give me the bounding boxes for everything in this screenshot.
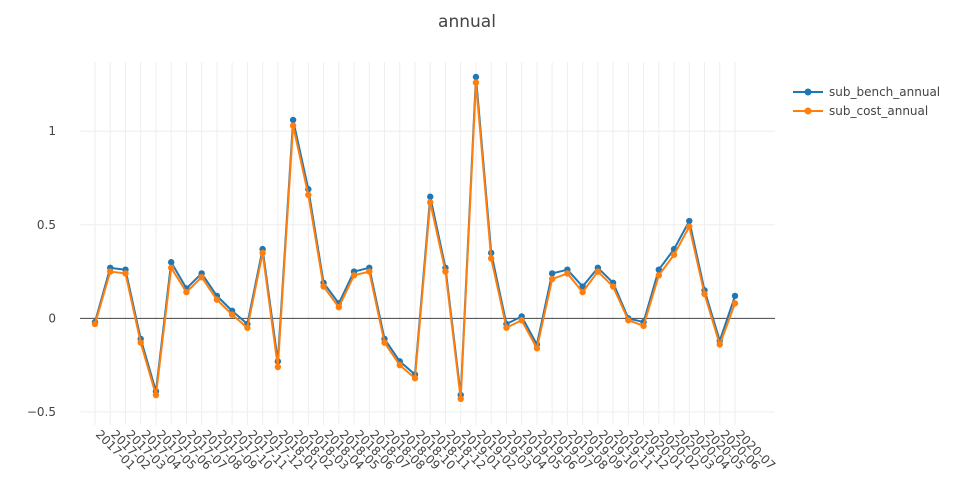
data-point[interactable] [228,311,236,318]
legend-label: sub_cost_annual [829,104,928,118]
data-point[interactable] [244,324,251,331]
data-point[interactable] [427,199,434,206]
data-point[interactable] [274,363,282,371]
y-tick-label: −0.5 [27,405,56,419]
data-point[interactable] [91,320,99,328]
data-point[interactable] [213,296,221,303]
data-point[interactable] [198,273,205,281]
data-point[interactable] [366,268,373,275]
data-point[interactable] [503,324,510,331]
data-point[interactable] [289,122,297,129]
data-point[interactable] [655,266,663,273]
data-point[interactable] [701,290,708,298]
y-tick-label: 0 [48,311,56,325]
data-point[interactable] [122,270,129,277]
data-point[interactable] [167,259,175,266]
legend[interactable]: sub_bench_annual sub_cost_annual [793,85,940,118]
data-point[interactable] [320,283,327,290]
data-point[interactable] [167,264,175,272]
data-point[interactable] [686,217,693,225]
data-point[interactable] [686,223,693,230]
legend-item[interactable]: sub_cost_annual [793,104,928,118]
data-point[interactable] [731,292,739,300]
data-point[interactable] [625,317,632,324]
series-layer [91,73,739,403]
data-point[interactable] [548,275,556,283]
data-point[interactable] [518,317,525,324]
data-point[interactable] [107,268,114,275]
data-point[interactable] [655,272,663,279]
data-point[interactable] [289,116,297,124]
data-point[interactable] [396,361,403,369]
data-point[interactable] [640,322,647,330]
data-point[interactable] [579,283,586,290]
data-point[interactable] [533,345,541,352]
x-tick-labels: 2017-012017-022017-032017-042017-052017-… [93,427,778,472]
series-sub_cost_annual [91,79,739,403]
legend-label: sub_bench_annual [829,85,940,99]
legend-marker [804,88,812,96]
y-tick-label: 0.5 [37,218,56,232]
chart-title: annual [438,12,496,32]
legend-item[interactable]: sub_bench_annual [793,85,940,99]
data-point[interactable] [427,193,434,200]
data-point[interactable] [350,272,358,279]
data-point[interactable] [152,391,160,399]
data-point[interactable] [548,270,556,277]
data-point[interactable] [472,79,480,86]
data-point[interactable] [594,268,602,275]
data-point[interactable] [457,395,464,403]
data-point[interactable] [716,341,723,348]
data-point[interactable] [487,255,495,262]
data-point[interactable] [670,251,678,258]
y-tick-label: 1 [48,124,56,138]
data-point[interactable] [472,73,480,81]
data-point[interactable] [579,288,586,296]
axis-layer: −0.5 0 0.5 1 [27,124,775,419]
data-point[interactable] [731,300,739,307]
legend-marker [804,107,812,115]
data-point[interactable] [411,375,419,382]
data-point[interactable] [183,288,190,296]
data-point[interactable] [305,191,312,199]
data-point[interactable] [564,270,571,277]
data-point[interactable] [442,268,449,275]
data-point[interactable] [137,339,144,346]
grid-layer [80,62,775,425]
data-point[interactable] [335,303,343,311]
data-point[interactable] [609,283,617,290]
data-point[interactable] [259,249,266,257]
data-point[interactable] [381,339,388,346]
